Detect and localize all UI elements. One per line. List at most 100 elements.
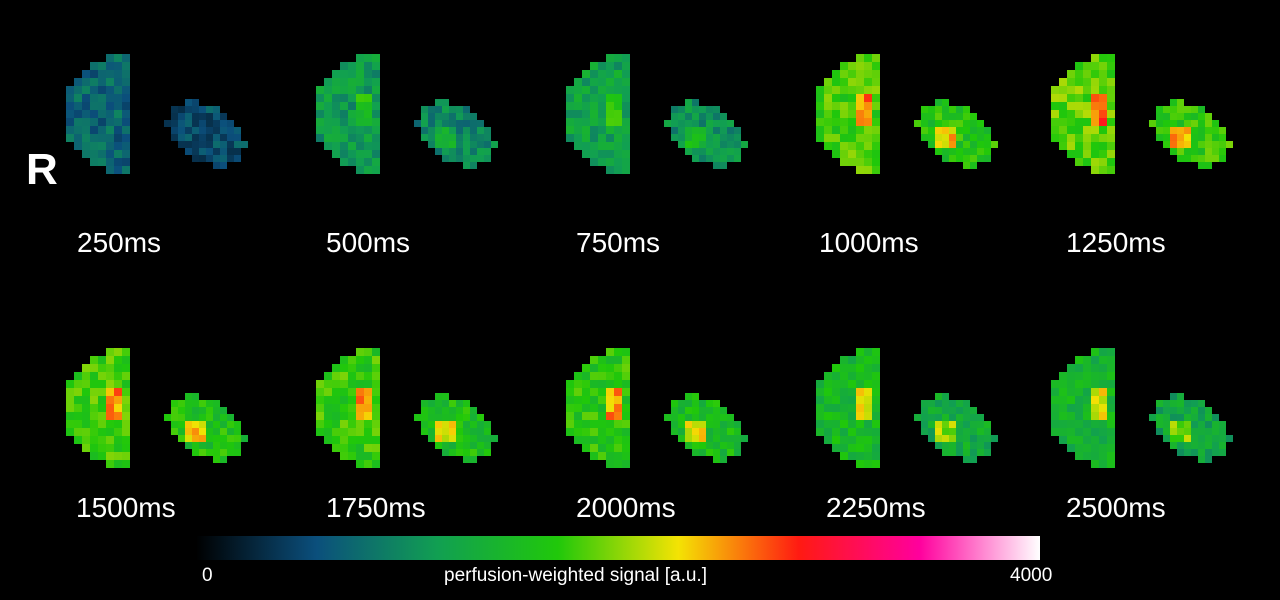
kidney-voxel [590, 94, 598, 102]
kidney-voxel [1099, 110, 1107, 118]
kidney-voxel [622, 428, 630, 436]
kidney-voxel [463, 449, 470, 456]
kidney-voxel [977, 134, 984, 141]
kidney-voxel [122, 102, 130, 110]
kidney-voxel [872, 78, 880, 86]
kidney-voxel [864, 102, 872, 110]
kidney-voxel [122, 150, 130, 158]
kidney-voxel [178, 127, 185, 134]
kidney-voxel [956, 113, 963, 120]
kidney-voxel [1075, 428, 1083, 436]
kidney-voxel [90, 452, 98, 460]
kidney-voxel [1051, 86, 1059, 94]
kidney-voxel [824, 372, 832, 380]
kidney-voxel [824, 86, 832, 94]
kidney-voxel [614, 142, 622, 150]
kidney-voxel [713, 449, 720, 456]
kidney-voxel [82, 110, 90, 118]
kidney-voxel [106, 348, 114, 356]
kidney-voxel [928, 400, 935, 407]
kidney-voxel [324, 110, 332, 118]
kidney-voxel [421, 407, 428, 414]
kidney-voxel [1067, 364, 1075, 372]
kidney-voxel [364, 356, 372, 364]
kidney-voxel [364, 396, 372, 404]
kidney-voxel [734, 134, 741, 141]
kidney-voxel [227, 435, 234, 442]
kidney-voxel [106, 420, 114, 428]
kidney-voxel [598, 78, 606, 86]
kidney-voxel [82, 396, 90, 404]
kidney-voxel [574, 388, 582, 396]
kidney-voxel [984, 127, 991, 134]
kidney-voxel [442, 428, 449, 435]
kidney-voxel [82, 134, 90, 142]
kidney-voxel [1107, 364, 1115, 372]
kidney-voxel [1067, 436, 1075, 444]
kidney-voxel [1156, 400, 1163, 407]
kidney-voxel [82, 126, 90, 134]
kidney-voxel [106, 118, 114, 126]
kidney-voxel [713, 120, 720, 127]
kidney-voxel [963, 400, 970, 407]
kidney-voxel [984, 141, 991, 148]
kidney-voxel [984, 421, 991, 428]
kidney-voxel [864, 356, 872, 364]
kidney-voxel [1083, 86, 1091, 94]
kidney-voxel [491, 141, 498, 148]
kidney-voxel [614, 166, 622, 174]
kidney-voxel [963, 414, 970, 421]
kidney-voxel [1219, 435, 1226, 442]
kidney-voxel [428, 106, 435, 113]
colorbar-title: perfusion-weighted signal [a.u.] [444, 565, 707, 586]
kidney-voxel [840, 142, 848, 150]
kidney-voxel [699, 428, 706, 435]
kidney-voxel [90, 94, 98, 102]
kidney-voxel [1075, 436, 1083, 444]
kidney-voxel [1099, 126, 1107, 134]
kidney-voxel [956, 400, 963, 407]
kidney-voxel [428, 113, 435, 120]
kidney-voxel [706, 435, 713, 442]
kidney-voxel [463, 106, 470, 113]
kidney-voxel [364, 110, 372, 118]
kidney-voxel [692, 435, 699, 442]
kidney-voxel [234, 435, 241, 442]
kidney-voxel [856, 102, 864, 110]
kidney-voxel [598, 412, 606, 420]
kidney-voxel [484, 442, 491, 449]
kidney-voxel [692, 428, 699, 435]
kidney-voxel [82, 94, 90, 102]
kidney-voxel [74, 436, 82, 444]
kidney-voxel [1149, 120, 1156, 127]
kidney-voxel [1059, 102, 1067, 110]
kidney-voxel [864, 158, 872, 166]
kidney-voxel [864, 436, 872, 444]
kidney-voxel [356, 444, 364, 452]
kidney-voxel [316, 110, 324, 118]
kidney-voxel [1075, 404, 1083, 412]
kidney-voxel [1177, 99, 1184, 106]
kidney-voxel [671, 407, 678, 414]
kidney-voxel [171, 414, 178, 421]
kidney-voxel [582, 102, 590, 110]
kidney-voxel [90, 86, 98, 94]
kidney-voxel [1083, 428, 1091, 436]
kidney-voxel [1091, 380, 1099, 388]
kidney-voxel [114, 428, 122, 436]
kidney-voxel [942, 127, 949, 134]
kidney-voxel [678, 400, 685, 407]
kidney-voxel [82, 420, 90, 428]
kidney-voxel [864, 372, 872, 380]
kidney-voxel [372, 54, 380, 62]
kidney-voxel [356, 356, 364, 364]
kidney-voxel [1091, 444, 1099, 452]
kidney-voxel [106, 404, 114, 412]
kidney-voxel [963, 421, 970, 428]
kidney-voxel [470, 120, 477, 127]
kidney-voxel [1107, 412, 1115, 420]
kidney-voxel [685, 421, 692, 428]
kidney-voxel [1091, 126, 1099, 134]
kidney-voxel [1212, 449, 1219, 456]
kidney-voxel [574, 412, 582, 420]
